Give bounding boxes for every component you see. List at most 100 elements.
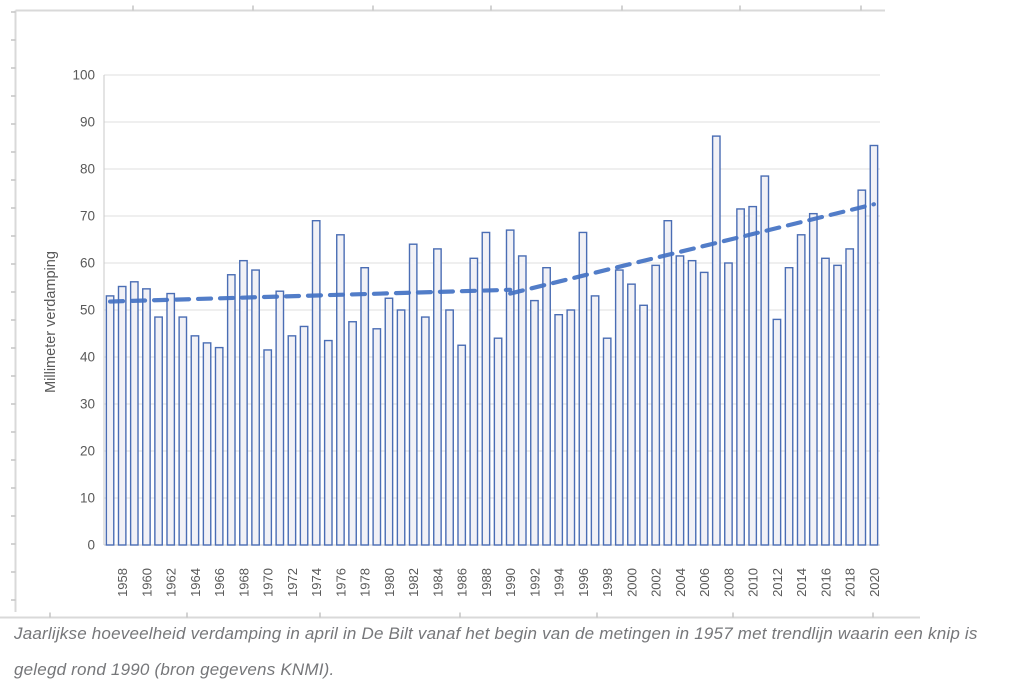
bar-1960: [142, 288, 151, 546]
bar-2011: [760, 175, 770, 546]
x-tick-label: 1996: [576, 568, 591, 597]
x-tick-label: 1970: [261, 568, 276, 597]
y-tick-label: 90: [80, 115, 95, 130]
bar-1998: [602, 337, 612, 546]
x-tick-label: 2006: [697, 568, 712, 597]
x-tick-label: 1982: [406, 568, 421, 597]
bar-2003: [663, 219, 673, 546]
bar-1969: [251, 269, 260, 546]
x-tick-label: 1990: [503, 568, 518, 597]
bar-2013: [784, 267, 794, 546]
bar-1967: [226, 274, 236, 546]
y-tick-label: 60: [80, 256, 95, 271]
bar-2009: [736, 208, 745, 546]
y-tick-label: 0: [87, 538, 95, 553]
x-tick-label: 1978: [358, 568, 373, 597]
x-tick-label: 2008: [721, 568, 736, 597]
y-axis-title: Millimeter verdamping: [43, 251, 59, 393]
bar-1989: [493, 337, 503, 546]
x-tick-label: 1986: [455, 568, 470, 597]
x-tick-label: 2004: [673, 568, 688, 597]
bar-1973: [299, 325, 309, 546]
bar-1976: [336, 234, 345, 546]
x-tick-label: 2002: [649, 568, 664, 597]
bar-1959: [129, 281, 139, 546]
bar-1983: [420, 316, 430, 546]
bar-2006: [699, 271, 709, 546]
bar-1970: [263, 349, 273, 546]
bar-1980: [384, 297, 394, 546]
bar-1977: [348, 321, 357, 546]
bar-2008: [724, 262, 733, 546]
bar-1971: [275, 290, 285, 546]
y-tick-label: 100: [72, 68, 95, 83]
x-tick-label: 1962: [164, 568, 179, 597]
figure-caption-line-2: gelegd rond 1990 (bron gegevens KNMI).: [14, 660, 335, 679]
x-tick-label: 2014: [794, 568, 809, 597]
x-tick-label: 1960: [139, 568, 154, 597]
y-tick-label: 10: [80, 491, 95, 506]
x-tick-label: 1984: [430, 568, 445, 597]
x-tick-label: 1972: [285, 568, 300, 597]
bar-1997: [590, 295, 600, 546]
y-tick-label: 80: [80, 162, 95, 177]
bar-2004: [675, 255, 685, 546]
bar-1972: [287, 335, 297, 546]
bar-1974: [311, 219, 321, 546]
bar-1981: [396, 309, 406, 546]
y-tick-label: 50: [80, 303, 95, 318]
bar-1985: [445, 309, 454, 546]
bar-1965: [202, 342, 212, 546]
bar-2012: [772, 318, 782, 546]
x-tick-label: 1958: [115, 568, 130, 597]
y-tick-label: 40: [80, 350, 95, 365]
bar-1991: [517, 255, 527, 546]
x-tick-label: 2018: [843, 568, 858, 597]
bar-2002: [651, 264, 661, 546]
x-tick-label: 2016: [818, 568, 833, 597]
x-tick-label: 1988: [479, 568, 494, 597]
x-tick-label: 1998: [600, 568, 615, 597]
bar-2001: [639, 304, 648, 546]
bar-1986: [457, 344, 467, 546]
bar-1995: [566, 309, 576, 546]
trend-before-knip: [107, 287, 513, 304]
bar-1962: [166, 292, 176, 546]
bar-1987: [469, 257, 479, 546]
x-tick-label: 1968: [236, 568, 251, 597]
bar-2018: [845, 248, 855, 546]
x-tick-label: 2010: [746, 568, 761, 597]
bar-1958: [117, 285, 127, 546]
bar-1975: [323, 339, 333, 546]
y-tick-label: 30: [80, 397, 95, 412]
bar-2016: [821, 257, 830, 546]
bar-1961: [154, 316, 163, 546]
bar-1968: [239, 259, 248, 546]
x-tick-label: 1964: [188, 568, 203, 597]
bar-2005: [687, 259, 697, 546]
y-tick-label: 20: [80, 444, 95, 459]
x-tick-label: 1974: [309, 568, 324, 597]
bar-2007: [711, 135, 721, 546]
bar-1964: [190, 335, 200, 546]
bar-1992: [530, 299, 539, 546]
bar-2010: [748, 205, 758, 546]
bar-2015: [808, 212, 818, 546]
x-tick-label: 1992: [527, 568, 542, 597]
x-tick-label: 1994: [552, 568, 567, 597]
bar-2017: [833, 264, 842, 546]
bar-1999: [614, 269, 624, 546]
bar-1957: [105, 295, 115, 546]
x-tick-label: 1976: [333, 568, 348, 597]
bar-1993: [542, 267, 551, 546]
x-tick-label: 1980: [382, 568, 397, 597]
x-tick-label: 2020: [867, 568, 882, 597]
y-tick-label: 70: [80, 209, 95, 224]
bar-1996: [578, 231, 588, 546]
bar-1979: [372, 328, 382, 546]
bar-1978: [360, 267, 370, 546]
bar-1990: [505, 229, 515, 546]
bar-2020: [869, 144, 879, 546]
